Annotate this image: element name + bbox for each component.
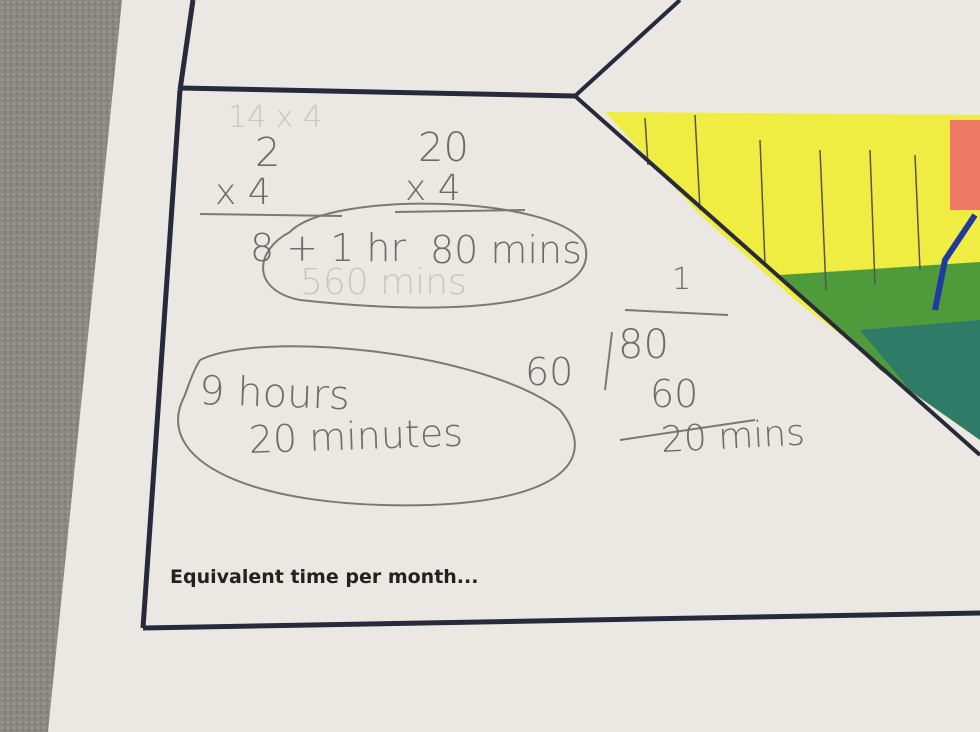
division-remainder: 20 mins [660,412,806,461]
left-result: 8 + 1 hr [250,226,407,270]
division-divisor: 60 [525,350,574,394]
division-subtract: 60 [650,372,699,416]
right-top-number: 20 [418,125,469,171]
left-multiplier: x 4 [215,172,271,213]
fence-lines [644,114,921,291]
pencil-marks [177,202,756,507]
division-quotient: 1 [672,262,692,297]
teal-drawing [860,320,980,440]
left-top-number: 2 [255,130,281,176]
worksheet-caption: Equivalent time per month... [170,566,479,588]
worksheet-box-borders [140,0,980,631]
blue-figure-drawing [932,213,978,311]
division-dividend: 80 [618,322,669,368]
answer-hours: 9 hours [198,368,351,420]
red-figure-drawing [950,120,980,210]
answer-minutes: 20 minutes [248,410,464,462]
erased-result: 560 mins [300,262,467,303]
erased-multiplication: 14 x 4 [228,100,323,135]
right-result: 80 mins [430,228,582,272]
right-multiplier: x 4 [405,168,461,209]
